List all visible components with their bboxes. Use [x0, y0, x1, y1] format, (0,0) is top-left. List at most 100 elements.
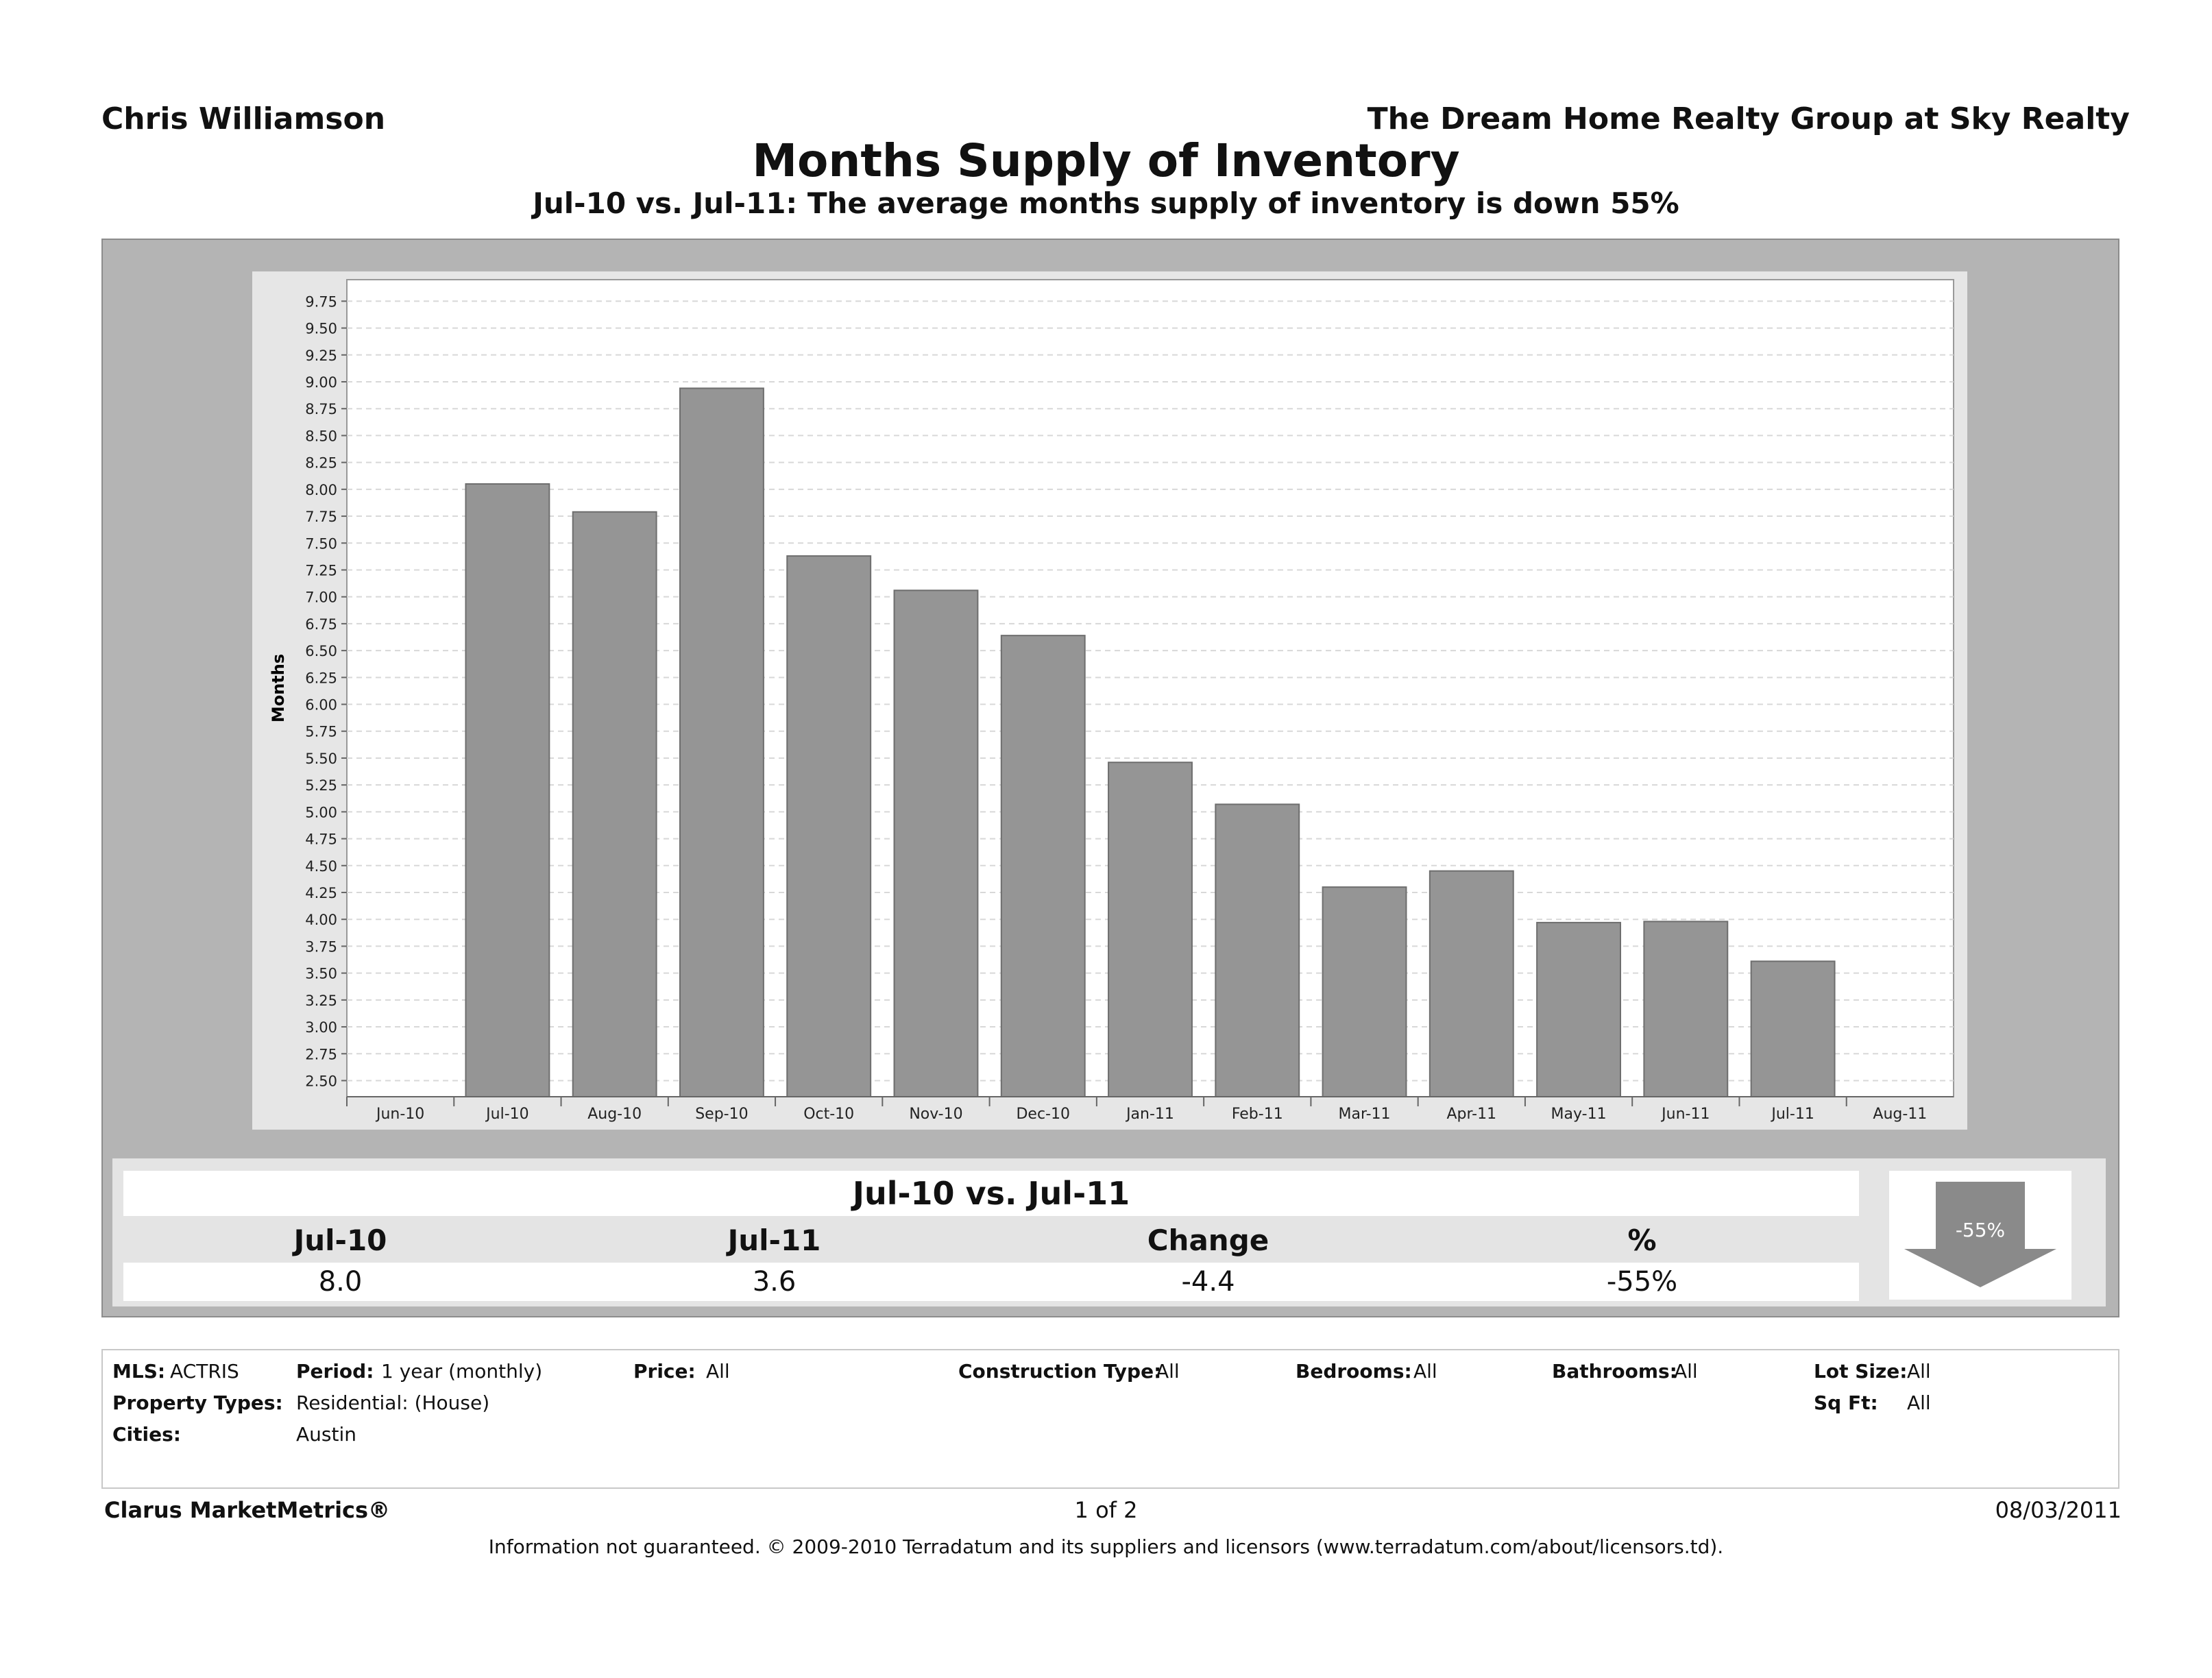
y-tick-label: 2.50 — [305, 1073, 337, 1089]
summary-header-start: Jul-10 — [293, 1224, 387, 1257]
x-tick-label: Jul-10 — [485, 1106, 528, 1123]
y-tick-label: 4.50 — [305, 858, 337, 875]
summary-header-end: Jul-11 — [727, 1224, 821, 1257]
down-arrow-icon — [1904, 1182, 2056, 1287]
y-tick-label: 6.50 — [305, 643, 337, 659]
y-tick-label: 4.00 — [305, 912, 337, 928]
bar-aug-10 — [572, 511, 657, 1098]
price-label: Price: — [633, 1360, 696, 1383]
y-tick-label: 6.00 — [305, 697, 337, 714]
x-tick-label: Aug-11 — [1873, 1106, 1927, 1123]
trend-arrow-label: -55% — [1956, 1219, 2005, 1241]
x-tick-label: Oct-10 — [803, 1106, 854, 1123]
bar-jul-11 — [1750, 960, 1836, 1098]
lot-size-label: Lot Size: — [1814, 1360, 1908, 1383]
summary-values-row — [123, 1263, 1859, 1301]
cities-label: Cities: — [112, 1423, 181, 1446]
sq-ft-label: Sq Ft: — [1814, 1391, 1878, 1414]
bar-may-11 — [1536, 921, 1622, 1097]
bar-sep-10 — [679, 387, 764, 1097]
y-tick-label: 6.75 — [305, 616, 337, 633]
y-tick-label: 2.75 — [305, 1046, 337, 1062]
bar-dec-10 — [1000, 635, 1086, 1097]
brand-name: Clarus MarketMetrics® — [104, 1497, 391, 1523]
lot-size-value: All — [1907, 1360, 1931, 1383]
x-tick-label: Jul-11 — [1770, 1106, 1814, 1123]
construction-type-value: All — [1156, 1360, 1180, 1383]
x-tick-label: Nov-10 — [909, 1106, 962, 1123]
y-tick-label: 9.25 — [305, 348, 337, 364]
chart-title: Months Supply of Inventory — [752, 134, 1460, 187]
y-tick-label: 3.50 — [305, 966, 337, 982]
x-axis-ticks: Jun-10 Jul-10 Aug-10 Sep-10 Oct-10 Nov-10 Dec-… — [346, 1096, 1954, 1123]
property-types-label: Property Types: — [112, 1391, 283, 1414]
y-tick-label: 3.25 — [305, 993, 337, 1009]
price-value: All — [706, 1360, 730, 1383]
cities-value: Austin — [296, 1423, 356, 1446]
y-tick-label: 3.00 — [305, 1019, 337, 1036]
summary-value-percent: -55% — [1606, 1266, 1678, 1298]
y-axis-ticks: 2.50 2.75 3.00 3.25 3.50 3.75 4.00 4.25 4.50 4.75… — [305, 293, 347, 1089]
agent-name: Chris Williamson — [101, 101, 386, 136]
bar-nov-10 — [893, 589, 979, 1097]
y-tick-label: 7.00 — [305, 589, 337, 606]
x-tick-label: Jun-10 — [375, 1106, 424, 1123]
bedrooms-value: All — [1413, 1360, 1437, 1383]
y-tick-label: 5.00 — [305, 804, 337, 820]
mls-value: ACTRIS — [170, 1360, 239, 1383]
x-tick-label: Dec-10 — [1016, 1106, 1070, 1123]
y-tick-label: 7.75 — [305, 509, 337, 525]
bar-jun-11 — [1643, 921, 1729, 1097]
bar-apr-11 — [1429, 870, 1514, 1097]
y-tick-label: 8.25 — [305, 455, 337, 472]
bar-mar-11 — [1322, 886, 1407, 1097]
summary-value-start: 8.0 — [318, 1266, 363, 1298]
y-tick-label: 3.75 — [305, 938, 337, 955]
y-tick-label: 9.50 — [305, 321, 337, 337]
bar-feb-11 — [1215, 803, 1300, 1097]
company-name: The Dream Home Realty Group at Sky Realt… — [1367, 101, 2130, 136]
y-tick-label: 5.25 — [305, 777, 337, 794]
page-indicator: 1 of 2 — [1074, 1497, 1138, 1523]
property-types-value: Residential: (House) — [296, 1391, 490, 1414]
bar-chart: 2.50 2.75 3.00 3.25 3.50 3.75 4.00 4.25 4.50 4.75… — [269, 279, 1954, 1123]
bar-oct-10 — [786, 555, 872, 1097]
bar-jan-11 — [1108, 762, 1193, 1098]
bars — [465, 387, 1836, 1098]
trend-arrow-box: -55% — [1889, 1171, 2071, 1300]
summary-header-percent: % — [1627, 1224, 1657, 1257]
sq-ft-value: All — [1907, 1391, 1931, 1414]
report-date: 08/03/2011 — [1995, 1497, 2122, 1523]
bathrooms-label: Bathrooms: — [1552, 1360, 1677, 1383]
bedrooms-label: Bedrooms: — [1296, 1360, 1412, 1383]
mls-label: MLS: — [112, 1360, 166, 1383]
x-tick-label: Jun-11 — [1660, 1106, 1710, 1123]
y-tick-label: 4.25 — [305, 885, 337, 901]
y-axis-label: Months — [269, 654, 288, 722]
y-tick-label: 9.00 — [305, 374, 337, 391]
period-label: Period: — [296, 1360, 374, 1383]
x-tick-label: Mar-11 — [1339, 1106, 1391, 1123]
summary-header-change: Change — [1147, 1224, 1269, 1257]
disclaimer: Information not guaranteed. © 2009-2010 … — [488, 1535, 1724, 1558]
period-value: 1 year (monthly) — [381, 1360, 543, 1383]
y-tick-label: 7.25 — [305, 562, 337, 579]
y-tick-label: 4.75 — [305, 831, 337, 848]
chart-subtitle: Jul-10 vs. Jul-11: The average months su… — [533, 186, 1679, 220]
summary-title: Jul-10 vs. Jul-11 — [123, 1171, 1859, 1216]
y-tick-label: 8.50 — [305, 428, 337, 444]
y-tick-label: 7.50 — [305, 535, 337, 552]
y-tick-label: 5.50 — [305, 751, 337, 767]
x-tick-label: May-11 — [1551, 1106, 1607, 1123]
y-tick-label: 6.25 — [305, 670, 337, 686]
x-tick-label: Feb-11 — [1232, 1106, 1283, 1123]
y-tick-label: 9.75 — [305, 293, 337, 310]
filter-info-box — [101, 1349, 2119, 1489]
x-tick-label: Aug-10 — [587, 1106, 642, 1123]
x-tick-label: Jan-11 — [1125, 1106, 1174, 1123]
y-tick-label: 8.00 — [305, 482, 337, 498]
bar-jul-10 — [465, 483, 550, 1097]
summary-value-change: -4.4 — [1181, 1266, 1235, 1298]
x-tick-label: Apr-11 — [1447, 1106, 1497, 1123]
summary-value-end: 3.6 — [752, 1266, 797, 1298]
